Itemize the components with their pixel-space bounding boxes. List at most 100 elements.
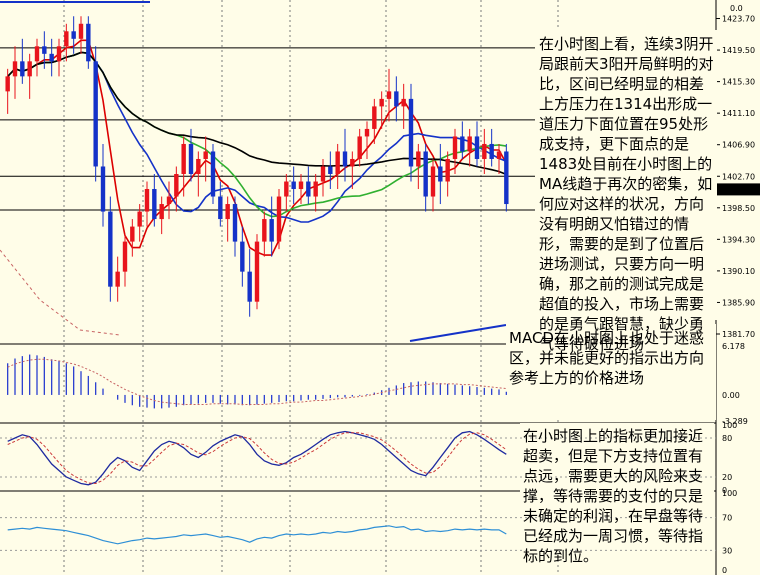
- current-price-label: 1400.95: [719, 185, 752, 194]
- candle-body: [489, 143, 494, 159]
- candle-body: [482, 143, 487, 159]
- y-tick-label: 1381.70: [722, 330, 755, 339]
- stoch-tick-label: 0: [722, 486, 727, 495]
- candle-body: [467, 136, 472, 152]
- candle-body: [210, 151, 216, 197]
- candle-body: [108, 211, 113, 287]
- candle-body: [56, 46, 62, 62]
- candle-body: [137, 211, 142, 227]
- candle-body: [350, 158, 355, 167]
- candle-body: [430, 166, 436, 197]
- ma-60-line: [7, 51, 507, 176]
- candle-body: [445, 158, 450, 182]
- macd-signal-line: [7, 358, 507, 405]
- candle-body: [144, 189, 150, 212]
- trend-dashed-line: [0, 249, 121, 336]
- y-tick-label: 1411.10: [722, 109, 755, 118]
- candle-body: [328, 166, 333, 174]
- candle-body: [166, 196, 172, 205]
- rsi-line: [7, 525, 507, 545]
- candle-body: [291, 181, 296, 190]
- candle-body: [496, 151, 502, 159]
- candle-body: [232, 204, 238, 242]
- candle-body: [372, 106, 377, 129]
- candle-body: [181, 143, 186, 174]
- candle-body: [86, 23, 91, 62]
- candle-body: [306, 181, 311, 197]
- candle-body: [27, 61, 32, 77]
- candle-body: [152, 189, 157, 220]
- candle-body: [452, 136, 458, 159]
- candle-body: [460, 136, 465, 152]
- candle-body: [34, 46, 40, 62]
- macd-tick-label: -3.289: [722, 417, 748, 426]
- candle-body: [130, 226, 135, 242]
- candle-body: [335, 151, 340, 174]
- candle-body: [42, 46, 47, 54]
- candle-body: [313, 181, 318, 197]
- y-tick-label: 1390.10: [722, 267, 755, 276]
- candle-body: [218, 196, 223, 220]
- candle-body: [93, 61, 98, 167]
- y-tick-label: 1419.50: [722, 46, 755, 55]
- candle-body: [240, 241, 245, 272]
- candle-body: [174, 174, 179, 197]
- blue-trend-line: [409, 324, 507, 342]
- candle-body: [504, 151, 509, 205]
- macd-tick-label: 0.00: [722, 391, 740, 400]
- candle-body: [423, 151, 428, 197]
- candle-body: [12, 61, 18, 77]
- note-price-analysis: 在小时图上看，连续3阴开局跟前天3阳开局鲜明的对比，区间已经明显的相差上方压力在…: [539, 35, 714, 353]
- y-tick-label: 1415.30: [722, 78, 755, 87]
- candle-body: [357, 136, 362, 159]
- y-tick-label: 1394.30: [722, 235, 755, 244]
- candle-body: [188, 143, 194, 174]
- candle-body: [401, 98, 406, 107]
- annotation-backdrop: [506, 324, 716, 420]
- y-tick-label: 1385.90: [722, 298, 755, 307]
- rsi-tick-label: 70: [722, 514, 732, 523]
- candle-body: [71, 31, 76, 39]
- candle-body: [203, 151, 208, 159]
- annotation-backdrop: [535, 30, 717, 320]
- macd-tick-label: 6.178: [722, 342, 745, 351]
- candle-body: [20, 61, 25, 77]
- candle-body: [159, 204, 164, 220]
- candle-body: [474, 136, 480, 159]
- candle-body: [364, 128, 370, 137]
- y-tick-label: 1402.70: [722, 172, 755, 181]
- candle-body: [416, 151, 421, 167]
- stoch-tick-label: 20: [722, 473, 732, 482]
- y-tick-label: 1398.50: [722, 204, 755, 213]
- candle-body: [254, 241, 260, 302]
- candle-body: [394, 91, 399, 107]
- candle-body: [269, 219, 274, 242]
- candle-body: [196, 158, 201, 174]
- candle-body: [408, 98, 414, 167]
- candle-body: [386, 91, 392, 99]
- note-macd-analysis: MACD在小时图上也处于迷惑区，并未能更好的指示出方向参考上方的价格进场: [509, 329, 705, 387]
- y-tick-label: 1406.90: [722, 141, 755, 150]
- candle-body: [225, 204, 230, 220]
- rsi-tick-label: 0: [722, 566, 727, 575]
- top-left-value: 0.0: [730, 4, 743, 13]
- y-tick-label: 1423.70: [722, 15, 755, 24]
- candle-body: [115, 271, 120, 287]
- candle-body: [298, 181, 304, 190]
- candle-body: [342, 151, 348, 167]
- candle-body: [276, 196, 282, 242]
- candle-body: [247, 271, 252, 302]
- stoch-tick-label: 100: [722, 421, 737, 430]
- candle-body: [379, 98, 384, 107]
- candle-body: [78, 23, 84, 39]
- current-price-tag: [716, 183, 760, 196]
- candle-body: [438, 166, 443, 182]
- note-indicator-analysis: 在小时图上的指标更加接近超卖，但是下方支持位置有点远，需要更大的风险来支撑，等待…: [523, 427, 704, 565]
- annotation-backdrop: [520, 423, 714, 558]
- rsi-tick-label: 100: [722, 489, 737, 498]
- stoch-k-line: [7, 430, 507, 486]
- candle-body: [100, 166, 106, 212]
- candle-body: [64, 31, 69, 47]
